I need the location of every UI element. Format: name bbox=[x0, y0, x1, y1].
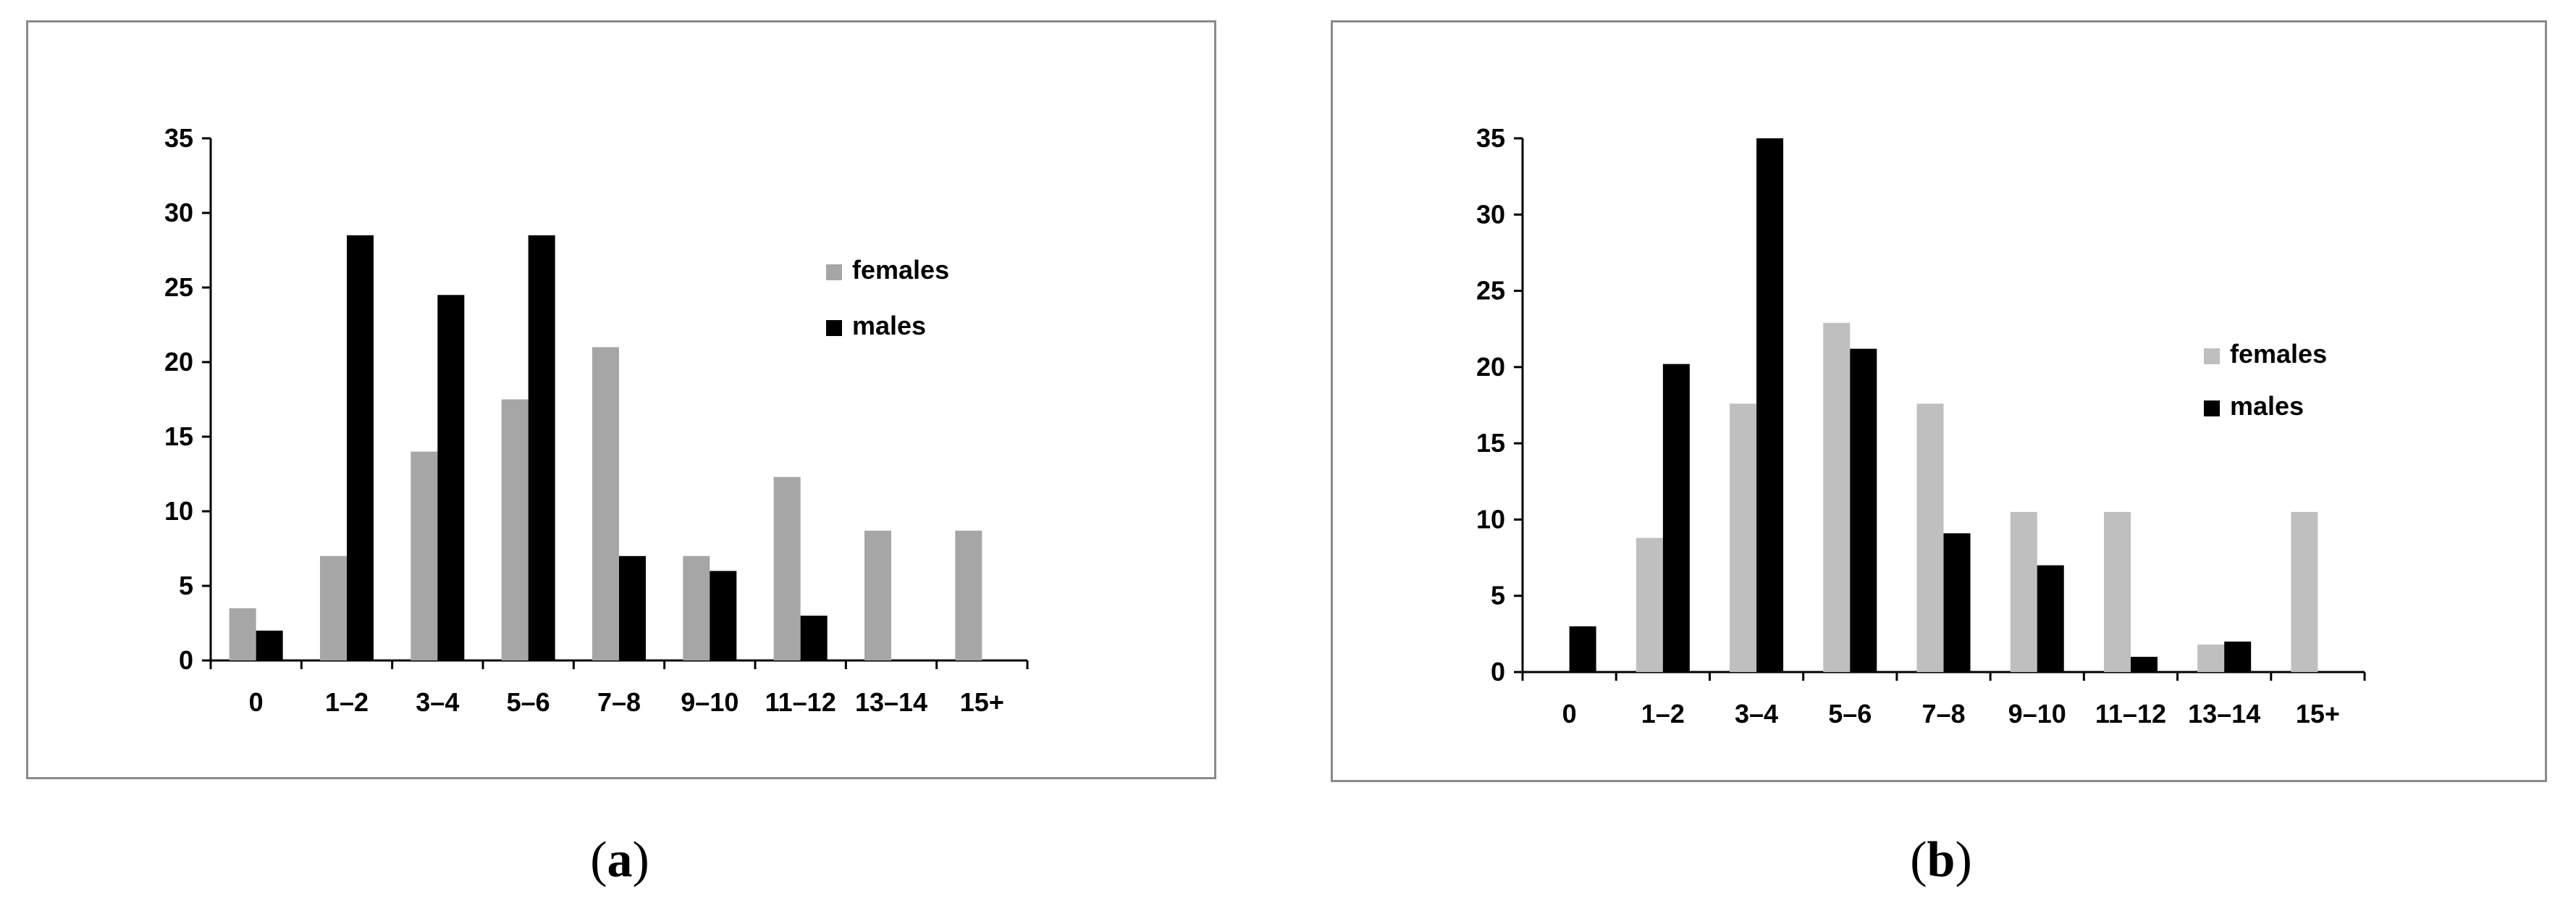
legend-swatch-males bbox=[2204, 400, 2220, 416]
bar-females-1 bbox=[320, 555, 347, 660]
bar-females-2 bbox=[411, 451, 438, 660]
x-tick-label: 0 bbox=[249, 687, 264, 717]
y-tick-label: 15 bbox=[164, 421, 193, 451]
y-tick-label: 0 bbox=[1491, 657, 1505, 687]
x-tick-label: 1–2 bbox=[1641, 699, 1685, 729]
y-tick-label: 35 bbox=[164, 123, 193, 153]
x-tick-label: 15+ bbox=[960, 687, 1004, 717]
x-tick-label: 0 bbox=[1562, 699, 1577, 729]
x-tick-label: 5–6 bbox=[507, 687, 550, 717]
x-tick-label: 9–10 bbox=[681, 687, 738, 717]
x-tick-label: 3–4 bbox=[1735, 699, 1778, 729]
bar-males-4 bbox=[619, 555, 646, 660]
x-tick-label: 7–8 bbox=[1922, 699, 1965, 729]
bar-females-4 bbox=[1916, 403, 1944, 672]
bar-chart-b: 0 5 10 15 20 25 30 35 0 1–2 3–4 5–6 7–8 9–10 11–12 13–1… bbox=[1476, 123, 2366, 729]
bar-females-2 bbox=[1730, 403, 1757, 672]
y-tick-label: 5 bbox=[179, 571, 193, 600]
bar-females-5 bbox=[2010, 511, 2037, 672]
panel-caption-a: (a) bbox=[590, 832, 649, 888]
y-tick-label: 15 bbox=[1476, 428, 1505, 458]
legend-swatch-males bbox=[826, 320, 842, 336]
y-tick-label: 30 bbox=[1476, 199, 1505, 229]
panel-caption-b-letter: b bbox=[1927, 832, 1956, 888]
bar-males-4 bbox=[1943, 533, 1971, 672]
bar-males-3 bbox=[1850, 348, 1877, 672]
y-tick-label: 25 bbox=[1476, 276, 1505, 306]
bar-males-1 bbox=[347, 235, 374, 660]
bar-males-0 bbox=[1569, 626, 1596, 672]
y-tick-label: 10 bbox=[164, 496, 193, 526]
y-tick-label: 20 bbox=[164, 347, 193, 377]
legend-label-males: males bbox=[2230, 391, 2304, 421]
x-tick-label: 11–12 bbox=[765, 687, 836, 717]
bar-males-5 bbox=[710, 571, 737, 660]
y-tick-label: 10 bbox=[1476, 504, 1505, 534]
bar-males-0 bbox=[256, 630, 283, 660]
y-tick-label: 30 bbox=[164, 198, 193, 227]
chart-panel-a: 0 5 10 15 20 25 30 35 0 1–2 3–4 5–6 7–8 9–10 11–12 13–1… bbox=[26, 20, 1216, 779]
legend-swatch-females bbox=[2204, 348, 2220, 364]
x-tick-label: 7–8 bbox=[597, 687, 641, 717]
x-tick-label: 11–12 bbox=[2095, 699, 2166, 729]
bar-males-6 bbox=[2130, 656, 2158, 672]
legend-swatch-females bbox=[826, 264, 842, 280]
legend-label-males: males bbox=[852, 311, 926, 340]
bar-females-5 bbox=[683, 555, 710, 660]
x-tick-label: 3–4 bbox=[416, 687, 459, 717]
bar-females-4 bbox=[592, 347, 619, 660]
bar-females-1 bbox=[1636, 537, 1663, 672]
bar-females-6 bbox=[2103, 511, 2131, 672]
bar-males-7 bbox=[2224, 641, 2252, 672]
bar-males-6 bbox=[800, 616, 828, 660]
x-tick-label: 1–2 bbox=[325, 687, 369, 717]
legend-label-females: females bbox=[852, 255, 949, 285]
x-tick-label: 13–14 bbox=[2188, 699, 2260, 729]
bar-chart-a: 0 5 10 15 20 25 30 35 0 1–2 3–4 5–6 7–8 9–10 11–12 13–1… bbox=[164, 123, 1029, 717]
y-tick-label: 0 bbox=[179, 645, 193, 675]
bar-males-1 bbox=[1662, 364, 1690, 672]
chart-panel-b: 0 5 10 15 20 25 30 35 0 1–2 3–4 5–6 7–8 9–10 11–12 13–1… bbox=[1331, 20, 2547, 782]
bar-females-0 bbox=[229, 608, 256, 660]
bar-females-3 bbox=[1823, 322, 1851, 672]
bar-females-7 bbox=[864, 530, 891, 660]
legend-label-females: females bbox=[2230, 339, 2327, 369]
bar-females-7 bbox=[2197, 645, 2225, 672]
bar-females-3 bbox=[501, 399, 529, 660]
bar-females-6 bbox=[773, 477, 801, 660]
x-tick-label: 9–10 bbox=[2008, 699, 2066, 729]
x-tick-label: 5–6 bbox=[1828, 699, 1872, 729]
y-tick-label: 20 bbox=[1476, 352, 1505, 382]
y-tick-label: 25 bbox=[164, 272, 193, 302]
x-tick-label: 13–14 bbox=[855, 687, 927, 717]
panel-caption-a-letter: a bbox=[607, 832, 633, 888]
bar-males-2 bbox=[437, 295, 465, 660]
bar-females-8 bbox=[2291, 511, 2318, 672]
y-tick-label: 35 bbox=[1476, 123, 1505, 153]
x-tick-label: 15+ bbox=[2296, 699, 2340, 729]
panel-caption-b: (b) bbox=[1910, 832, 1972, 888]
bar-males-3 bbox=[528, 235, 555, 660]
y-tick-label: 5 bbox=[1491, 581, 1505, 610]
bar-males-2 bbox=[1756, 138, 1784, 672]
bar-females-8 bbox=[955, 530, 982, 660]
bar-males-5 bbox=[2037, 565, 2064, 672]
